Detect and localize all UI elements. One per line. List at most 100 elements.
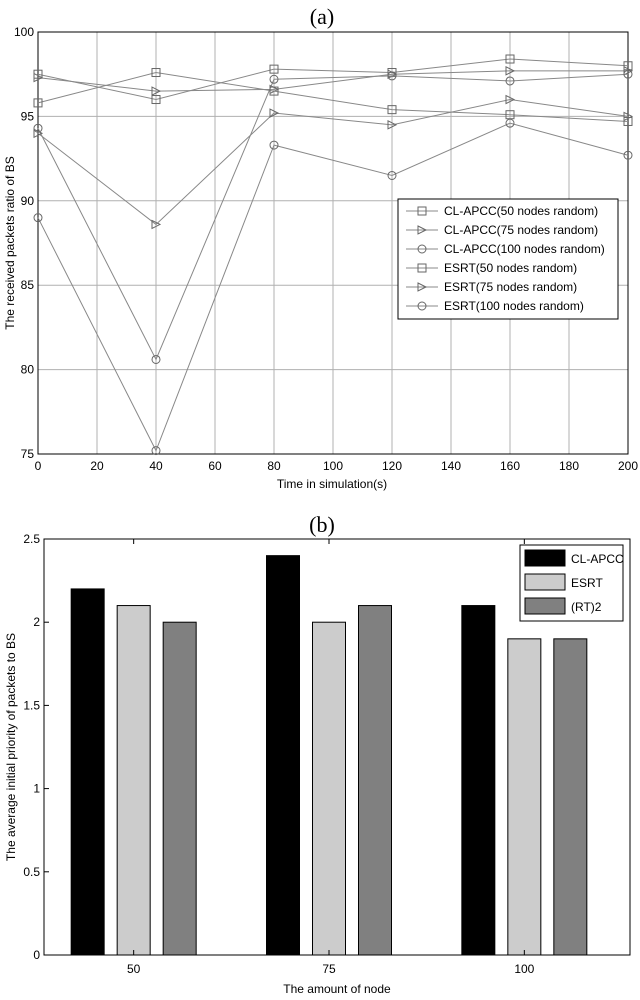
axis-ticks: 0 20 40 60 80 100 120 140 160 180 200 75 80 85 90 95 100 (14, 25, 638, 473)
y-tick-label: 0.5 (23, 865, 40, 879)
data-point-circle (623, 69, 633, 79)
data-point-triangle (623, 66, 634, 76)
grid (38, 32, 628, 454)
legend-label: ESRT(75 nodes random) (444, 280, 577, 294)
data-point-triangle (269, 108, 280, 118)
data-point-circle (387, 71, 397, 81)
bar (358, 605, 392, 956)
data-point-circle (623, 150, 633, 160)
y-tick-label: 75 (21, 447, 35, 461)
bar (507, 638, 542, 956)
data-point-square (33, 98, 43, 108)
data-point-triangle (33, 128, 44, 139)
data-point-triangle (417, 225, 428, 235)
x-tick-label: 20 (90, 459, 104, 473)
data-point-triangle (151, 219, 162, 230)
bars-group: 50 75 100 (70, 539, 588, 976)
x-tick-label: 100 (323, 459, 343, 473)
x-tick-label: 180 (559, 459, 579, 473)
y-tick-label: 80 (21, 363, 35, 377)
series-path (37, 122, 629, 452)
series-path (37, 72, 629, 122)
legend-swatch (524, 549, 566, 567)
x-tick-label: 120 (382, 459, 402, 473)
data-point-circle (269, 74, 279, 84)
series-line (33, 118, 633, 456)
legend: CL-APCC(50 nodes random) CL-APCC(75 nodes… (397, 198, 619, 320)
y-tick-label: 0 (33, 948, 40, 962)
legend-label: CL-APCC(75 nodes random) (444, 223, 598, 237)
data-point-square (269, 86, 279, 96)
data-point-circle (151, 446, 161, 456)
legend: CL-APCC ESRT (RT)2 (519, 544, 624, 622)
legend-entry: ESRT(100 nodes random) (406, 299, 584, 313)
plot-frame (37, 31, 629, 455)
bar (162, 621, 197, 956)
bar (266, 555, 300, 956)
legend-label: (RT)2 (571, 600, 602, 614)
data-point-square (417, 263, 427, 273)
y-tick-label: 100 (14, 25, 34, 39)
x-tick-label: 75 (322, 962, 336, 976)
data-point-triangle (505, 94, 516, 105)
legend-label: CL-APCC (571, 552, 624, 566)
series-line (33, 69, 633, 364)
x-tick-label: 100 (514, 962, 534, 976)
data-point-square (269, 64, 279, 74)
data-point-circle (33, 123, 43, 133)
series-line (33, 68, 633, 126)
data-point-triangle (623, 111, 634, 122)
series-path (37, 58, 629, 101)
legend-swatch (524, 597, 566, 615)
bar-group: 75 (266, 539, 392, 976)
x-tick-label: 200 (618, 459, 638, 473)
bar-group: 100 (461, 539, 588, 976)
axis-ticks: 0 0.5 1 1.5 2 2.5 (23, 532, 49, 962)
data-point-circle (33, 213, 43, 223)
legend-label: ESRT(50 nodes random) (444, 261, 577, 275)
bar (461, 605, 496, 956)
y-tick-label: 90 (21, 194, 35, 208)
series-group (33, 54, 634, 456)
data-point-circle (417, 244, 427, 254)
legend-label: CL-APCC(100 nodes random) (444, 242, 605, 256)
data-point-triangle (151, 86, 162, 96)
x-tick-label: 50 (127, 962, 141, 976)
series-path (37, 70, 628, 92)
data-point-circle (505, 118, 515, 128)
legend-entry: (RT)2 (524, 597, 602, 615)
legend-label: ESRT(100 nodes random) (444, 299, 584, 313)
data-point-square (417, 206, 427, 216)
panel-label-b: (b) (309, 512, 335, 537)
data-point-square (387, 105, 397, 115)
data-point-circle (417, 301, 427, 311)
bar (116, 605, 151, 956)
legend-entry: CL-APCC(75 nodes random) (406, 223, 598, 237)
data-point-square (151, 68, 161, 78)
y-tick-label: 1 (33, 782, 40, 796)
x-tick-label: 0 (35, 459, 42, 473)
legend-entry: ESRT(50 nodes random) (406, 261, 577, 275)
legend-label: ESRT (571, 576, 603, 590)
y-tick-label: 1.5 (23, 698, 40, 712)
x-axis-label: The amount of node (283, 982, 391, 996)
y-tick-label: 85 (21, 278, 35, 292)
data-point-triangle (387, 120, 398, 130)
line-chart-panel: (a) 0 20 40 60 80 100 120 140 160 180 200 75 80 85 90 9… (3, 4, 638, 491)
data-point-circle (505, 76, 515, 86)
legend-entry: CL-APCC (524, 549, 624, 567)
y-tick-label: 2.5 (23, 532, 40, 546)
legend-swatch (524, 573, 566, 591)
x-tick-label: 40 (149, 459, 163, 473)
series-path (37, 99, 629, 226)
x-tick-label: 140 (441, 459, 461, 473)
legend-label: CL-APCC(50 nodes random) (444, 204, 598, 218)
series-line (33, 94, 634, 230)
legend-entry: ESRT(75 nodes random) (406, 280, 577, 294)
y-tick-label: 2 (33, 615, 40, 629)
x-axis-label: Time in simulation(s) (277, 477, 387, 491)
bar-group: 50 (70, 539, 197, 976)
data-point-circle (387, 170, 397, 180)
series-path (37, 73, 629, 361)
